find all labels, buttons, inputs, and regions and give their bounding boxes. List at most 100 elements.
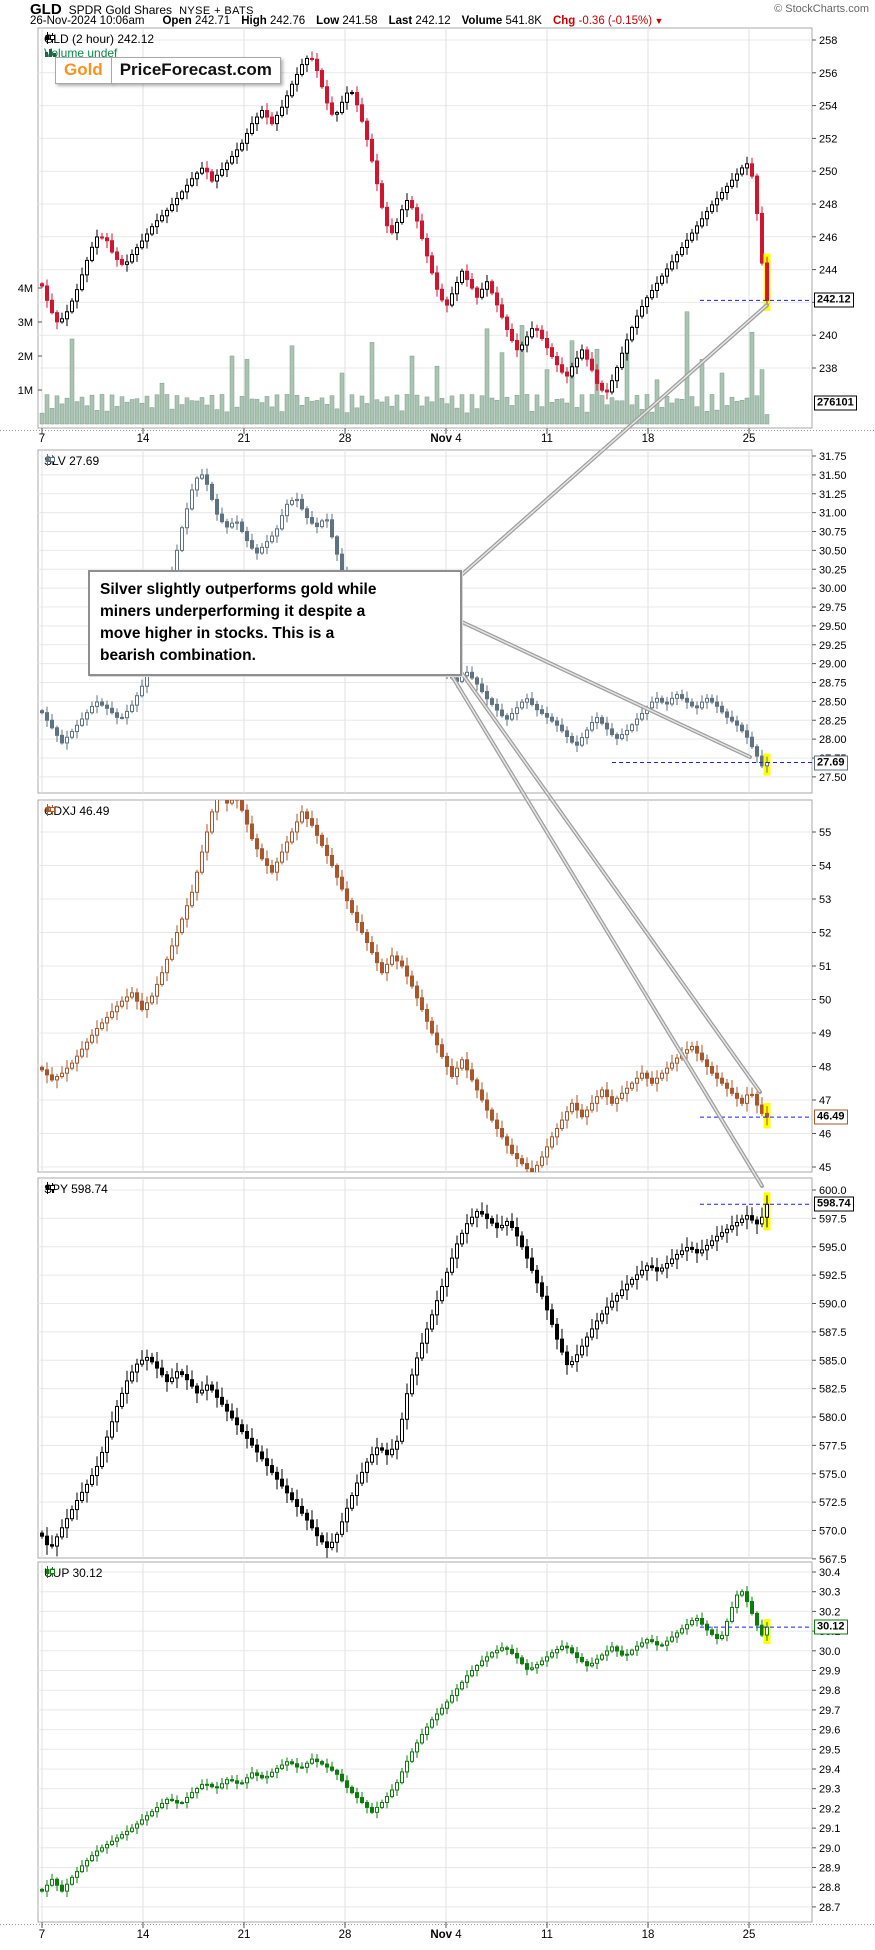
logo-brand[interactable]: Gold [55, 57, 112, 84]
y-tick-label: 28.75 [819, 678, 847, 690]
y-tick-label: 570.0 [819, 1526, 847, 1538]
exchange-label: NYSE + BATS [179, 5, 254, 17]
week-label: 25 [743, 433, 756, 445]
y-tick-label: 29.9 [819, 1666, 840, 1678]
y-tick-label: 29.5 [819, 1744, 840, 1756]
week-label: 18 [642, 433, 655, 445]
y-tick-label: 585.0 [819, 1355, 847, 1367]
price-label-slv: 27.69 [814, 755, 848, 771]
y-tick-label: 580.0 [819, 1412, 847, 1424]
week-label: Nov 4 [430, 433, 462, 445]
y-tick-label: 31.00 [819, 508, 847, 520]
y-tick-label: 29.50 [819, 621, 847, 633]
week-label: 28 [339, 1929, 352, 1941]
candlestick-icon [45, 454, 55, 466]
y-tick-label: 30.75 [819, 527, 847, 539]
y-tick-label: 29.7 [819, 1705, 840, 1717]
y-tick-label: 29.00 [819, 659, 847, 671]
y-tick-label: 31.50 [819, 470, 847, 482]
y-tick-label: 48 [819, 1062, 831, 1074]
quote-item-chg: Chg -0.36 (-0.15%) ▼ [552, 15, 664, 27]
y-tick-label: 595.0 [819, 1242, 847, 1254]
legend-gld-label: GLD (2 hour) 242.12 [44, 32, 155, 46]
y-tick-label: 590.0 [819, 1299, 847, 1311]
y-tick-label: 587.5 [819, 1327, 847, 1339]
week-label: 7 [39, 433, 45, 445]
y-tick-label: 30.00 [819, 583, 847, 595]
y-tick-label: 575.0 [819, 1469, 847, 1481]
legend-slv-label: SLV 27.69 [44, 454, 100, 468]
week-label: 11 [541, 433, 553, 445]
candlestick-icon [45, 1566, 55, 1578]
volume-axis-label: 4M [18, 283, 33, 295]
candles-gdxj [40, 800, 771, 1172]
y-tick-label: 50 [819, 995, 831, 1007]
legend-gdxj: GDXJ 46.49 [44, 804, 109, 818]
y-tick-label: 31.25 [819, 489, 847, 501]
y-tick-label: 246 [819, 232, 837, 244]
y-tick-label: 45 [819, 1162, 831, 1174]
price-label-gld: 242.12 [814, 292, 854, 308]
quote-values: Open 242.71 High 242.76 Low 241.58 Last 242… [162, 15, 663, 27]
y-tick-label: 30.0 [819, 1646, 840, 1658]
y-tick-label: 258 [819, 35, 837, 47]
candlestick-icon [45, 804, 55, 816]
volume-label-gld: 276101 [814, 395, 857, 411]
week-label: 11 [541, 1929, 553, 1941]
week-label: 14 [137, 1929, 150, 1941]
panel-frame [37, 27, 813, 429]
y-tick-label: 567.5 [819, 1554, 847, 1566]
price-label-spy: 598.74 [814, 1196, 854, 1212]
week-label: 7 [39, 1929, 45, 1941]
y-tick-label: 577.5 [819, 1440, 847, 1452]
chart-header: GLD SPDR Gold Shares NYSE + BATS [30, 1, 254, 18]
quote-item-high: High 242.76 [241, 15, 306, 27]
quote-item-last: Last 242.12 [388, 15, 451, 27]
panel-uup: 30.430.330.230.130.029.929.829.729.629.5… [37, 1561, 840, 1923]
y-tick-label: 248 [819, 199, 837, 211]
quote-item-volume: Volume 541.8K [461, 15, 542, 27]
candlestick-icon [45, 1182, 55, 1194]
week-label: 25 [743, 1929, 756, 1941]
y-tick-label: 29.75 [819, 602, 847, 614]
y-tick-label: 238 [819, 363, 837, 375]
y-tick-label: 28.9 [819, 1863, 840, 1875]
quote-row: 26-Nov-2024 10:06am Open 242.71 High 242.… [30, 15, 663, 27]
stockcharts-copyright-link[interactable]: © StockCharts.com [774, 3, 869, 15]
candles-gld [40, 51, 771, 400]
volume-axis-label: 2M [18, 351, 33, 363]
y-tick-label: 29.0 [819, 1843, 840, 1855]
y-tick-label: 51 [819, 961, 831, 973]
candles-uup [40, 1585, 771, 1898]
y-tick-label: 46 [819, 1129, 831, 1141]
volume-axis-label: 3M [18, 317, 33, 329]
legend-uup-label: UUP 30.12 [44, 1566, 103, 1580]
logo-site[interactable]: PriceForecast.com [110, 57, 281, 84]
panel-frame [37, 799, 813, 1173]
week-label: Nov 4 [430, 1929, 462, 1941]
y-tick-label: 54 [819, 861, 831, 873]
panel-gdxj: 55 54 53 52 51 50 49 48 47 46 45 [37, 799, 831, 1174]
callout-line-core [457, 667, 761, 1093]
callout-line-core [451, 675, 763, 1187]
panel-frame [37, 1177, 813, 1559]
week-label: 14 [137, 433, 150, 445]
y-tick-label: 30.2 [819, 1606, 840, 1618]
y-tick-label: 30.4 [819, 1567, 840, 1579]
y-tick-label: 597.5 [819, 1213, 847, 1225]
y-tick-label: 240 [819, 330, 837, 342]
legend-slv: SLV 27.69 [44, 454, 99, 468]
week-label: 21 [238, 433, 251, 445]
volume-axis-label: 1M [18, 385, 33, 397]
panel-spy: 600.0 597.5 595.0 592.5 590.0 587.5 585.0 582.5… [37, 1177, 847, 1566]
y-tick-label: 29.4 [819, 1764, 840, 1776]
y-tick-label: 52 [819, 928, 831, 940]
datetime-label: 26-Nov-2024 10:06am [30, 15, 145, 27]
callout-line-core [457, 304, 768, 579]
candlestick-icon [45, 32, 55, 44]
goldpriceforecast-logo[interactable]: Gold PriceForecast.com [55, 57, 281, 84]
y-tick-label: 53 [819, 894, 831, 906]
legend-volume: Volume undef [44, 46, 117, 60]
y-tick-label: 47 [819, 1095, 831, 1107]
